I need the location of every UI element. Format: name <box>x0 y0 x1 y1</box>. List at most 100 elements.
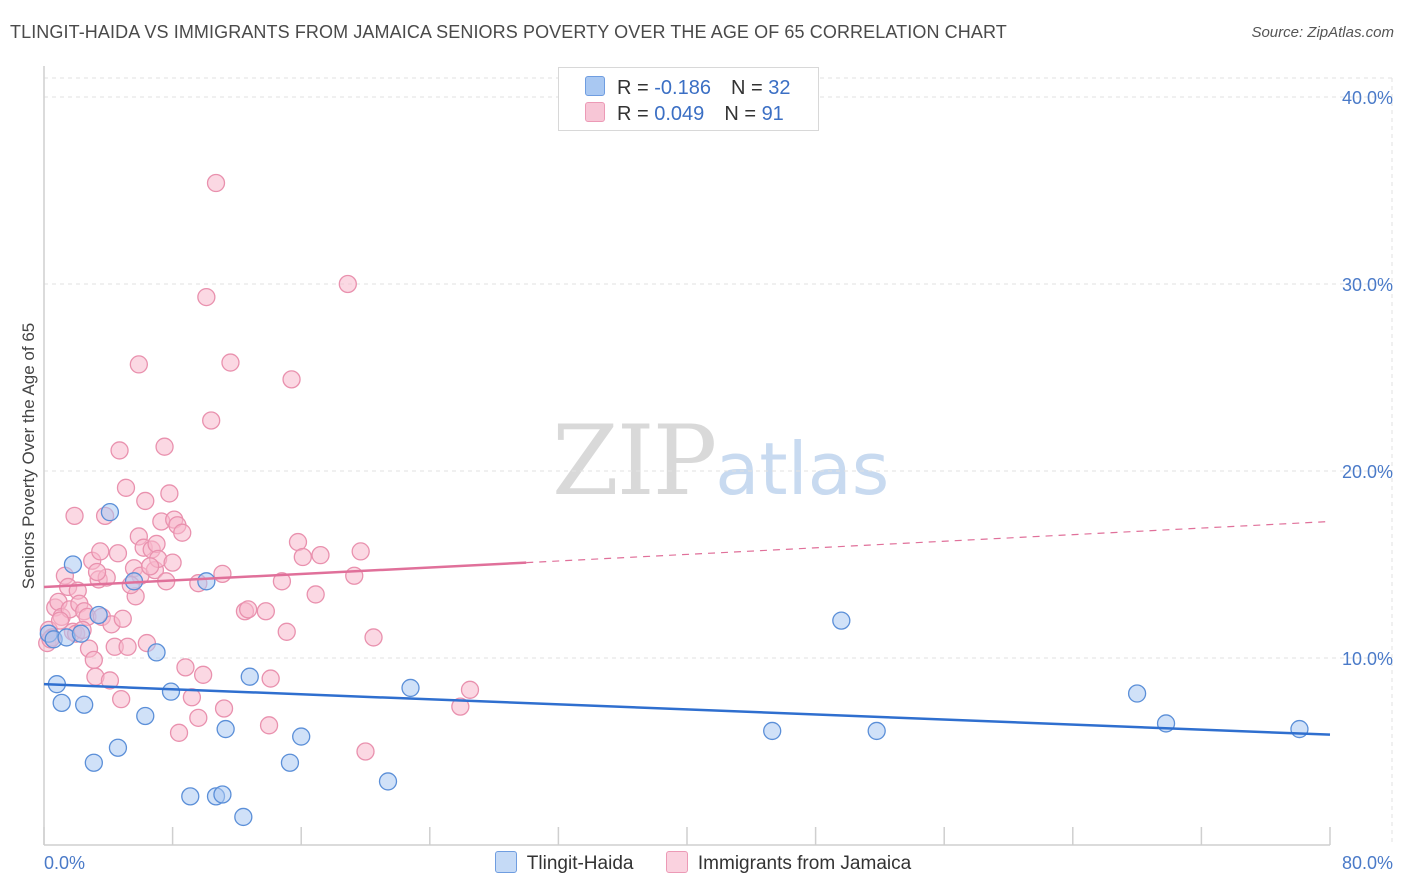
data-point <box>292 727 311 746</box>
x-tick-label: 80.0% <box>1342 853 1393 873</box>
legend-item-jamaica: Immigrants from Jamaica <box>665 851 912 875</box>
data-point <box>91 542 110 561</box>
data-point <box>100 502 120 522</box>
legend-r-value: -0.186 <box>654 77 711 99</box>
legend-label-tlingit-haida: Tlingit-Haida <box>526 853 634 874</box>
series-legend: Tlingit-Haida Immigrants from Jamaica <box>0 851 1406 875</box>
data-point <box>351 542 370 561</box>
data-point <box>214 699 234 718</box>
data-point <box>378 772 398 791</box>
data-point <box>1127 684 1147 703</box>
legend-swatch-pink <box>585 102 605 122</box>
legend-n-value: 91 <box>761 103 784 125</box>
data-point <box>65 506 84 526</box>
data-point <box>256 602 275 621</box>
data-point <box>147 643 166 662</box>
data-points <box>38 173 1309 827</box>
data-point <box>118 637 137 656</box>
data-point <box>234 807 253 827</box>
trend-line-jamaica-projection <box>526 520 1331 564</box>
data-point <box>140 557 160 576</box>
correlation-legend: R = -0.186 N = 32 R = 0.049 N = 91 <box>558 67 819 131</box>
data-point <box>763 721 782 741</box>
data-point <box>293 547 312 567</box>
data-point <box>136 706 155 726</box>
legend-r-label: R = <box>617 77 655 99</box>
data-point <box>460 680 480 699</box>
y-tick-label: 30.0% <box>1342 275 1393 295</box>
data-point <box>89 605 108 625</box>
data-point <box>136 491 155 511</box>
legend-n-label: N = <box>724 103 762 125</box>
data-point <box>100 671 120 690</box>
data-point <box>867 721 886 741</box>
data-point <box>169 723 189 742</box>
x-tick-label: 0.0% <box>44 853 85 873</box>
data-point <box>280 753 300 772</box>
data-point <box>84 650 103 670</box>
data-point <box>261 669 280 688</box>
legend-n-value: 32 <box>768 77 791 99</box>
data-point <box>163 553 182 572</box>
data-point <box>277 622 296 641</box>
data-point <box>113 609 132 628</box>
y-tick-label: 20.0% <box>1342 462 1393 482</box>
data-point <box>401 678 420 698</box>
data-point <box>173 523 192 542</box>
y-tick-label: 40.0% <box>1342 88 1393 108</box>
legend-swatch-blue <box>585 76 605 96</box>
data-point <box>213 785 232 804</box>
data-point <box>311 546 330 565</box>
data-point <box>50 611 70 630</box>
data-point <box>116 478 136 497</box>
data-point <box>110 441 129 460</box>
legend-n-label: N = <box>730 77 769 99</box>
data-point <box>832 611 851 630</box>
data-point <box>176 658 195 677</box>
data-point <box>206 173 226 193</box>
legend-r-value: 0.049 <box>654 103 705 125</box>
tick-labels: 10.0% 20.0% 30.0% 40.0% 0.0% 80.0% <box>44 88 1393 873</box>
legend-swatch-pink <box>665 851 688 873</box>
data-point <box>52 693 71 713</box>
data-point <box>160 484 179 503</box>
data-point <box>147 534 166 554</box>
data-point <box>193 665 213 684</box>
data-point <box>338 274 357 294</box>
trend-line-tlingit <box>43 682 1331 736</box>
data-point <box>364 628 383 647</box>
legend-row-tlingit: R = -0.186 N = 32 <box>585 76 790 100</box>
watermark-zip: ZIP <box>552 405 717 517</box>
data-point <box>282 370 301 389</box>
legend-item-tlingit-haida: Tlingit-Haida <box>494 851 634 875</box>
data-point <box>161 682 181 701</box>
legend-swatch-blue <box>494 851 517 873</box>
trend-line-jamaica <box>43 561 527 589</box>
data-point <box>63 555 83 574</box>
data-point <box>189 708 208 727</box>
data-point <box>259 716 279 735</box>
y-axis-label: Seniors Poverty Over the Age of 65 <box>19 323 38 589</box>
data-point <box>181 787 200 806</box>
legend-r-label: R = <box>617 103 655 125</box>
data-point <box>216 719 235 739</box>
data-point <box>306 585 325 604</box>
legend-row-jamaica: R = 0.049 N = 91 <box>585 102 784 126</box>
y-tick-label: 10.0% <box>1342 649 1393 669</box>
data-point <box>1290 719 1309 739</box>
legend-label-jamaica: Immigrants from Jamaica <box>697 853 912 874</box>
data-point <box>240 667 259 686</box>
data-point <box>112 689 131 709</box>
data-point <box>202 411 221 430</box>
data-point <box>108 544 128 563</box>
data-point <box>75 695 94 714</box>
data-point <box>272 572 292 591</box>
watermark: ZIPatlas <box>552 405 889 517</box>
trend-lines <box>43 520 1331 736</box>
data-point <box>451 697 470 716</box>
data-point <box>84 753 103 772</box>
axes <box>43 66 1331 846</box>
data-point <box>129 355 148 374</box>
data-point <box>71 624 91 643</box>
chart-title: TLINGIT-HAIDA VS IMMIGRANTS FROM JAMAICA… <box>10 22 1007 42</box>
